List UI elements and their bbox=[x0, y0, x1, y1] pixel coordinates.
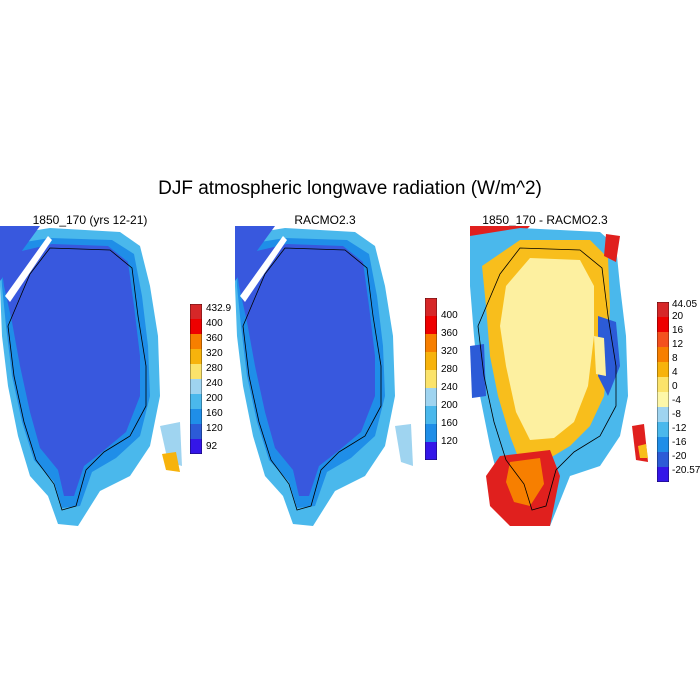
colorbar-3-label: 20 bbox=[672, 311, 684, 322]
greenland-field-3 bbox=[470, 226, 648, 526]
map-panel-2 bbox=[235, 226, 413, 526]
colorbar-2-label: 400 bbox=[441, 310, 458, 321]
colorbar-3: 44.05 20 16 12 8 4 0 -4 -8 -12 -16 -20 -… bbox=[657, 299, 700, 482]
colorbar-1-swatches bbox=[190, 304, 202, 454]
colorbar-1-label: 400 bbox=[206, 318, 223, 329]
colorbar-1-label: 200 bbox=[206, 393, 223, 404]
main-title: DJF atmospheric longwave radiation (W/m^… bbox=[158, 178, 542, 199]
greenland-field-1 bbox=[0, 226, 182, 526]
colorbar-3-label: -8 bbox=[672, 409, 681, 420]
panel-title-2: RACMO2.3 bbox=[294, 213, 356, 227]
colorbar-3-label: -20 bbox=[672, 451, 687, 462]
colorbar-1-label: 120 bbox=[206, 423, 223, 434]
colorbar-3-swatches bbox=[657, 302, 669, 482]
colorbar-2-label: 120 bbox=[441, 436, 458, 447]
colorbar-1: 432.9 400 360 320 280 240 200 160 120 92 bbox=[190, 303, 232, 454]
panel-title-1: 1850_170 (yrs 12-21) bbox=[32, 213, 148, 227]
colorbar-2-label: 360 bbox=[441, 328, 458, 339]
colorbar-3-label: -12 bbox=[672, 423, 687, 434]
colorbar-1-label: 320 bbox=[206, 348, 223, 359]
colorbar-3-label: -16 bbox=[672, 437, 687, 448]
panel-title-3: 1850_170 - RACMO2.3 bbox=[482, 213, 608, 227]
colorbar-1-label: 360 bbox=[206, 333, 223, 344]
colorbar-3-label: 4 bbox=[672, 367, 678, 378]
colorbar-1-label: 92 bbox=[206, 441, 218, 452]
colorbar-1-label: 240 bbox=[206, 378, 223, 389]
colorbar-2-label: 320 bbox=[441, 346, 458, 357]
colorbar-3-label: 16 bbox=[672, 325, 684, 336]
colorbar-1-label: 432.9 bbox=[206, 303, 232, 314]
map-panel-3 bbox=[470, 226, 648, 526]
colorbar-2: 400 360 320 280 240 200 160 120 bbox=[425, 298, 465, 460]
colorbar-1-label: 160 bbox=[206, 408, 223, 419]
greenland-field-2 bbox=[235, 226, 413, 526]
colorbar-3-label: 44.05 bbox=[672, 299, 698, 310]
map-panel-1 bbox=[0, 226, 182, 526]
colorbar-2-label: 240 bbox=[441, 382, 458, 393]
colorbar-2-label: 200 bbox=[441, 400, 458, 411]
colorbar-2-label: 280 bbox=[441, 364, 458, 375]
colorbar-3-label: 0 bbox=[672, 381, 678, 392]
colorbar-3-label: 8 bbox=[672, 353, 678, 364]
colorbar-2-label: 160 bbox=[441, 418, 458, 429]
colorbar-3-label: -4 bbox=[672, 395, 681, 406]
colorbar-1-label: 280 bbox=[206, 363, 223, 374]
colorbar-3-label: 12 bbox=[672, 339, 684, 350]
colorbar-3-label: -20.57 bbox=[672, 465, 700, 476]
colorbar-2-swatches bbox=[425, 298, 437, 460]
